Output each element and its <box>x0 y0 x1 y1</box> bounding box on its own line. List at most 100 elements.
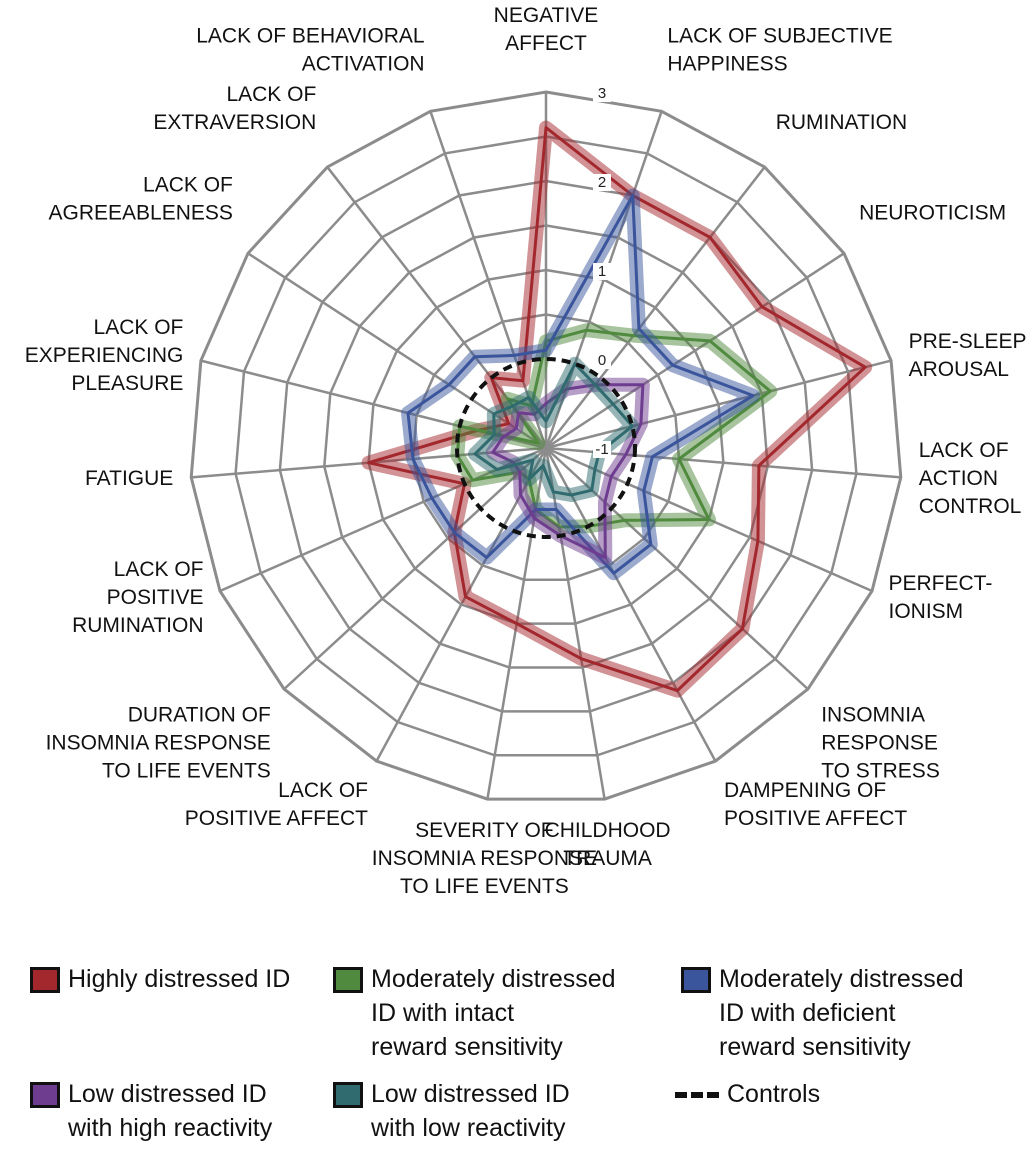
radar-tick-labels: -1 0 1 2 3 <box>593 85 611 458</box>
axis-label: NEGATIVE AFFECT <box>494 4 599 55</box>
axis-label: SEVERITY OF INSOMNIA RESPONSE TO LIFE EVEN… <box>372 819 597 898</box>
axis-label-line: RUMINATION <box>72 614 203 637</box>
legend-item-controls: Controls <box>675 1080 820 1111</box>
axis-label-line: EXPERIENCING <box>25 344 184 367</box>
axis-label-line: TO LIFE EVENTS <box>102 759 271 782</box>
axis-label-line: SEVERITY OF <box>415 819 553 842</box>
radar-ring <box>367 268 725 625</box>
tick-background <box>593 441 611 458</box>
series-line <box>455 328 772 529</box>
axis-label-line: FATIGUE <box>85 467 173 490</box>
radar-ring <box>323 224 769 669</box>
axis-label-line: PERFECT- <box>889 572 993 595</box>
axis-label: PRE-SLEEP AROUSAL <box>909 330 1027 381</box>
axis-label-line: EXTRAVERSION <box>153 111 316 134</box>
legend-swatch <box>30 967 60 993</box>
legend-swatch <box>681 967 711 993</box>
axis-label: CHILDHOOD TRAUMA <box>545 819 671 870</box>
radar-series <box>361 120 873 698</box>
axis-label-line: TRAUMA <box>563 847 652 870</box>
radar-ring <box>189 90 903 801</box>
tick-label: 1 <box>598 263 606 280</box>
axis-label: NEUROTICISM <box>859 201 1006 224</box>
controls-ring <box>455 357 637 539</box>
axis-label-line: POSITIVE AFFECT <box>185 807 368 830</box>
axis-label: LACK OF AGREEABLENESS <box>48 173 232 224</box>
axis-label: PERFECT- IONISM <box>889 572 993 623</box>
axis-label-line: NEUROTICISM <box>859 201 1006 224</box>
axis-label-line: INSOMNIA RESPONSE <box>46 731 271 754</box>
axis-label-line: LACK OF <box>114 558 204 581</box>
tick-background <box>593 352 611 369</box>
axis-label-line: RUMINATION <box>776 111 907 134</box>
axis-label: DAMPENING OF POSITIVE AFFECT <box>724 779 907 830</box>
axis-label-line: HAPPINESS <box>667 52 787 75</box>
legend-item-moderate-deficient: Moderately distressed ID with deficient … <box>681 965 964 1064</box>
axis-label-line: POSITIVE AFFECT <box>724 807 907 830</box>
axis-label: DURATION OF INSOMNIA RESPONSE TO LIFE EVEN… <box>46 703 271 782</box>
axis-label-line: AGREEABLENESS <box>48 201 232 224</box>
legend-label: Controls <box>727 1080 821 1108</box>
tick-background <box>593 263 611 280</box>
axis-label-line: TO STRESS <box>821 759 940 782</box>
axis-label-line: LACK OF <box>226 83 316 106</box>
series-line <box>491 383 645 560</box>
axis-label-line: NEGATIVE <box>494 4 599 27</box>
axis-label-line: ACTION <box>919 467 998 490</box>
legend-item-highly-distressed: Highly distressed ID <box>30 965 290 996</box>
axis-label: LACK OF EXPERIENCING PLEASURE <box>25 316 184 395</box>
axis-label: LACK OF BEHAVIORAL ACTIVATION <box>196 24 424 75</box>
axis-label: INSOMNIA RESPONSE TO STRESS <box>821 703 940 782</box>
axis-label: RUMINATION <box>776 111 907 134</box>
legend: Highly distressed ID Moderately distress… <box>0 955 1034 1155</box>
axis-label: LACK OF SUBJECTIVE HAPPINESS <box>667 24 892 75</box>
axis-label-line: LACK OF <box>919 439 1009 462</box>
axis-label-line: RESPONSE <box>821 731 938 754</box>
axis-label-line: AROUSAL <box>909 358 1009 381</box>
axis-label: LACK OF POSITIVE RUMINATION <box>72 558 203 637</box>
axis-label-line: INSOMNIA RESPONSE <box>372 847 597 870</box>
legend-label: Low distressed ID with high reactivity <box>68 1080 273 1142</box>
radar-series-1 <box>450 323 778 534</box>
axis-label-line: PLEASURE <box>71 372 183 395</box>
axis-label-line: LACK OF <box>278 779 368 802</box>
series-line <box>406 194 755 575</box>
legend-item-low-high-reactivity: Low distressed ID with high reactivity <box>30 1080 272 1145</box>
radar-ring <box>234 135 858 757</box>
tick-label: 0 <box>598 352 606 369</box>
radar-ring <box>411 313 681 581</box>
axis-label-line: LACK OF <box>94 316 184 339</box>
series-line <box>367 126 867 693</box>
legend-dash <box>675 1082 719 1108</box>
tick-background <box>593 174 611 191</box>
axis-label-line: POSITIVE <box>107 586 204 609</box>
axis-label-line: ACTIVATION <box>302 52 425 75</box>
axis-label-line: LACK OF SUBJECTIVE <box>667 24 892 47</box>
legend-swatch <box>333 1082 363 1108</box>
axis-label-line: CHILDHOOD <box>545 819 671 842</box>
axis-label-line: CONTROL <box>919 495 1022 518</box>
radar-series-0 <box>361 120 873 698</box>
axis-label-line: DURATION OF <box>128 703 271 726</box>
legend-swatch <box>30 1082 60 1108</box>
radar-series-2 <box>401 188 761 581</box>
axis-label-line: LACK OF <box>143 173 233 196</box>
axis-label-line: LACK OF BEHAVIORAL <box>196 24 424 47</box>
axis-label-line: TO LIFE EVENTS <box>400 875 569 898</box>
tick-label: -1 <box>595 441 608 458</box>
axis-label-line: AFFECT <box>505 32 587 55</box>
axis-label: LACK OF EXTRAVERSION <box>153 83 316 134</box>
axis-label: FATIGUE <box>85 467 173 490</box>
radar-chart: -1 0 1 2 3 NEGATIVE AFFECT LACK OF SUBJECTIVE H… <box>25 4 1027 898</box>
radar-series-3 <box>485 377 650 565</box>
radar-axis-labels: NEGATIVE AFFECT LACK OF SUBJECTIVE HAPPINES… <box>25 4 1027 898</box>
axis-label: LACK OF ACTION CONTROL <box>919 439 1022 518</box>
legend-label: Highly distressed ID <box>68 965 291 993</box>
series-line <box>473 362 634 497</box>
tick-background <box>593 85 611 102</box>
axis-label: LACK OF POSITIVE AFFECT <box>185 779 368 830</box>
tick-label: 3 <box>598 85 606 102</box>
legend-label: Moderately distressed ID with deficient … <box>719 965 964 1061</box>
tick-label: 2 <box>598 174 606 191</box>
axis-label-line: PRE-SLEEP <box>909 330 1027 353</box>
